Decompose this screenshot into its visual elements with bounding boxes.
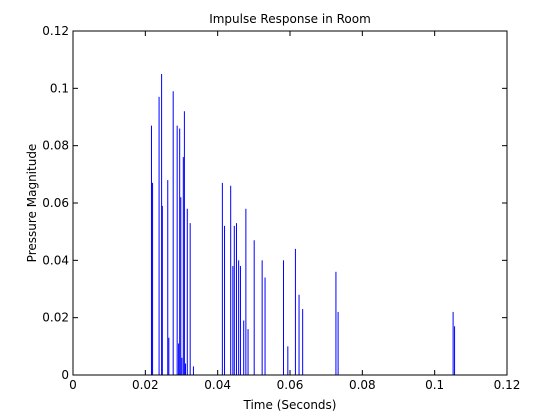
y-tick-label: 0.04 (42, 253, 69, 267)
x-tick-label: 0.04 (204, 378, 231, 392)
y-tick-label: 0.08 (42, 139, 69, 153)
x-axis-label: Time (Seconds) (243, 398, 337, 412)
stem-group (150, 74, 456, 375)
x-tick-label: 0 (69, 378, 77, 392)
x-tick-label: 0.08 (349, 378, 376, 392)
y-axis-ticks: 0 0.02 0.04 0.06 0.08 0.1 0.12 (42, 24, 507, 382)
x-tick-label: 0.06 (277, 378, 304, 392)
chart-title: Impulse Response in Room (209, 12, 371, 26)
y-axis-label: Pressure Magnitude (25, 144, 39, 263)
x-axis-ticks: 0 0.02 0.04 0.06 0.08 0.1 0.12 (69, 31, 520, 392)
x-tick-label: 0.12 (494, 378, 521, 392)
y-tick-label: 0.1 (50, 81, 69, 95)
x-tick-label: 0.02 (132, 378, 159, 392)
y-tick-label: 0.02 (42, 311, 69, 325)
axes-background (73, 31, 507, 375)
y-tick-label: 0.12 (42, 24, 69, 38)
plot-area: 0 0.02 0.04 0.06 0.08 0.1 0.12 0 0.02 0.04 0.06 0.… (42, 24, 520, 392)
x-tick-label: 0.1 (425, 378, 444, 392)
y-tick-label: 0 (61, 368, 69, 382)
y-tick-label: 0.06 (42, 196, 69, 210)
